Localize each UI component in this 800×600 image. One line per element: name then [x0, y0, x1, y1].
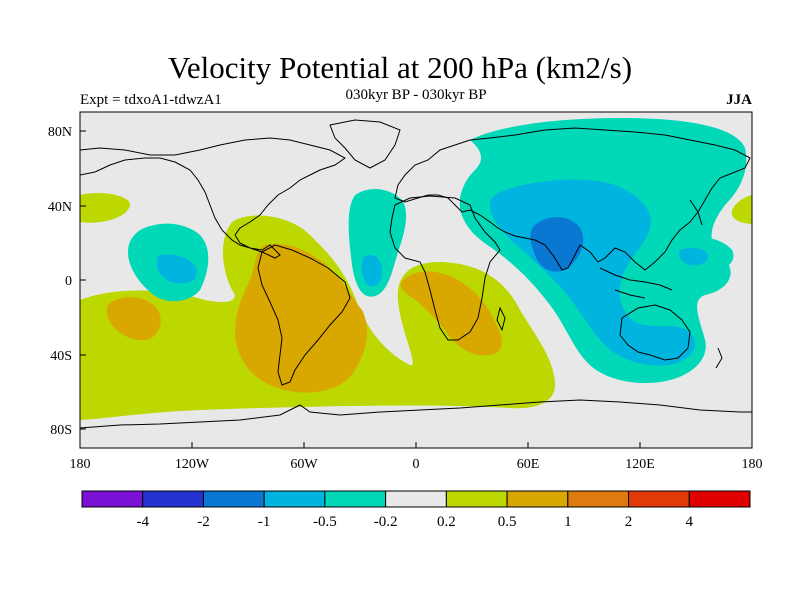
colorbar-swatch — [445, 490, 508, 508]
colorbar-label: 2 — [625, 514, 633, 530]
experiment-label: Expt = tdxoA1-tdwzA1 — [80, 92, 222, 108]
coastlines — [80, 119, 752, 429]
colorbar-swatch — [385, 490, 447, 508]
lat-tick-label: 40S — [50, 349, 72, 364]
coast-antarctica — [80, 399, 752, 429]
coast-greenland — [329, 119, 401, 169]
lat-tick-label: 0 — [65, 274, 72, 289]
lon-tick-label: 180 — [742, 457, 763, 472]
lon-tick-label: 60E — [517, 457, 540, 472]
coast-south-america — [257, 244, 351, 386]
colorbar-swatch — [628, 490, 690, 508]
lat-tick-label: 80N — [48, 125, 72, 140]
latitude-axis: 80N 40N 0 40S 80S — [48, 125, 86, 438]
season-label: JJA — [726, 92, 752, 108]
colorbar-label: 4 — [686, 514, 694, 530]
lon-tick-label: 180 — [70, 457, 91, 472]
positive-patch-east — [731, 195, 752, 224]
lon-tick-label: 0 — [413, 457, 420, 472]
coast-indonesia — [599, 267, 673, 299]
colorbar-swatch — [142, 490, 204, 508]
colorbar-swatch — [567, 490, 630, 508]
coast-eurasia — [394, 127, 751, 271]
positive-core-africa — [400, 271, 502, 356]
colorbar-label: 0.5 — [498, 514, 517, 530]
positive-patch-west — [80, 193, 130, 223]
colorbar-swatch — [324, 490, 387, 508]
colorbar-label: -2 — [197, 514, 210, 530]
negative-core-atlantic — [361, 255, 383, 287]
colorbar-label: 0.2 — [437, 514, 456, 530]
colorbar-label: -0.2 — [374, 514, 398, 530]
coast-japan — [689, 199, 703, 226]
colorbar-swatch — [263, 490, 326, 508]
coast-new-zealand — [715, 347, 723, 369]
colorbar-swatch — [506, 490, 569, 508]
colorbar: -4 -2 -1 -0.5 -0.2 0.2 0.5 1 2 4 — [81, 490, 751, 530]
period-label: 030kyr BP - 030kyr BP — [345, 87, 487, 103]
coast-madagascar — [496, 306, 506, 332]
colorbar-swatch — [202, 490, 265, 508]
colorbar-swatch — [81, 490, 144, 508]
coast-africa — [389, 195, 501, 341]
negative-max-asia — [530, 217, 584, 272]
negative-core-pacific — [156, 254, 197, 284]
map-field — [80, 112, 752, 448]
colorbar-label: -1 — [258, 514, 271, 530]
lon-tick-label: 120E — [625, 457, 655, 472]
lat-tick-label: 40N — [48, 200, 72, 215]
colorbar-label: 1 — [564, 514, 572, 530]
coast-north-america — [80, 137, 346, 259]
negative-core-west-pacific — [679, 247, 709, 266]
lon-tick-label: 60W — [290, 457, 318, 472]
lon-tick-label: 120W — [175, 457, 210, 472]
positive-core-south-america — [235, 243, 368, 393]
colorbar-swatch — [688, 490, 751, 508]
chart-title: Velocity Potential at 200 hPa (km2/s) — [167, 50, 633, 85]
lat-tick-label: 80S — [50, 423, 72, 438]
colorbar-label: -4 — [136, 514, 149, 530]
positive-core-pacific — [106, 297, 161, 341]
coast-australia — [619, 304, 691, 361]
colorbar-label: -0.5 — [313, 514, 337, 530]
longitude-axis: 180 120W 60W 0 60E 120E 180 — [70, 442, 763, 472]
